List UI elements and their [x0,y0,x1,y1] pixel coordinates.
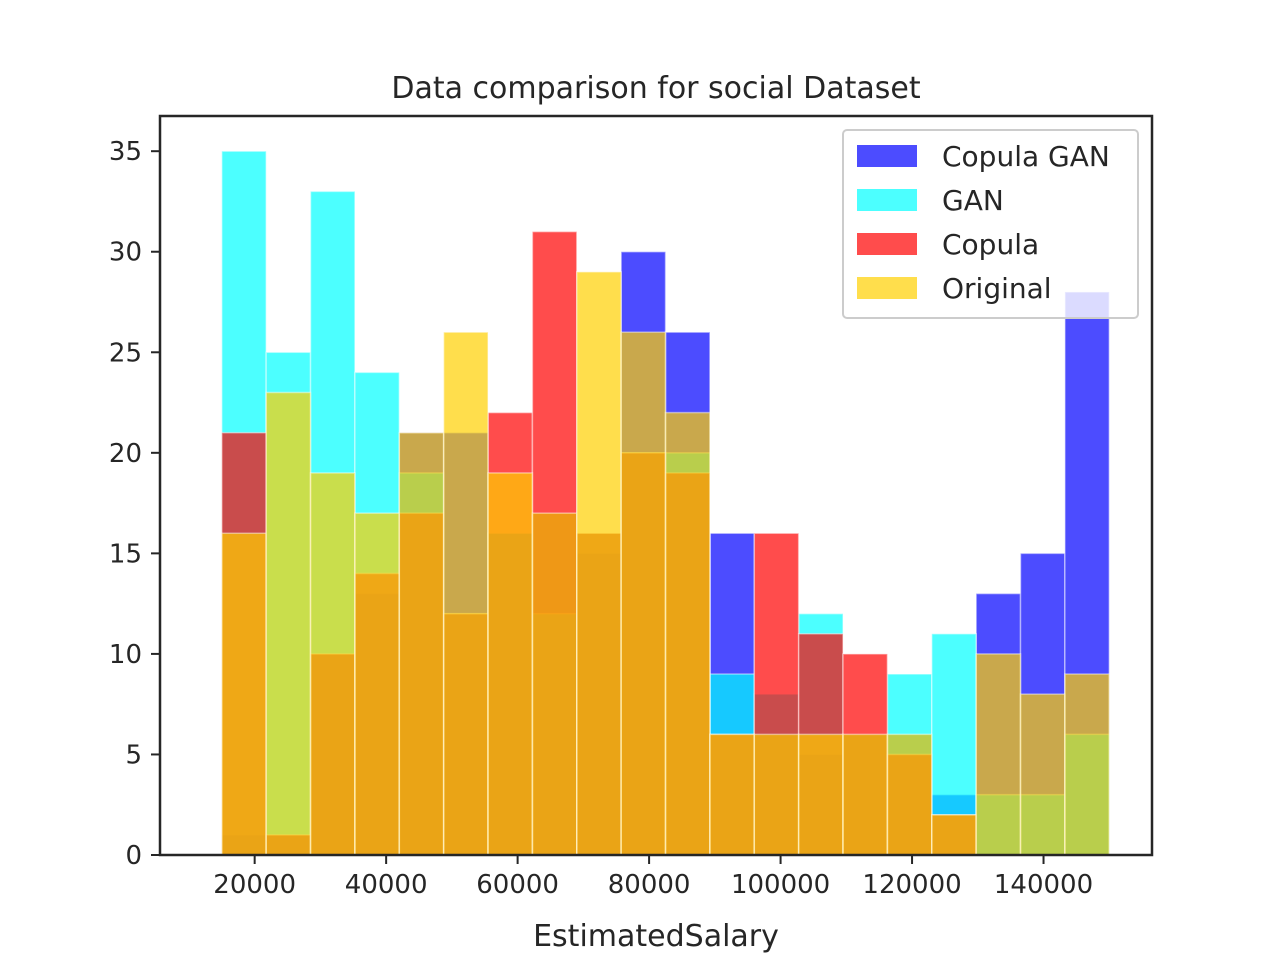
legend-swatch [857,189,917,211]
chart-title: Data comparison for social Dataset [391,71,920,106]
legend-label: Copula [942,228,1039,261]
bars-layer [221,150,1111,856]
legend-item: Original [857,272,1052,305]
bar [265,391,312,856]
plot-frame [158,114,1154,857]
x-tick-label: 40000 [345,870,428,900]
bar [620,331,667,856]
legend-label: Original [942,272,1052,305]
y-tick-label: 5 [125,740,142,770]
legend-item: GAN [857,184,1004,217]
legend-label: Copula GAN [942,140,1110,173]
x-ticks: 20000 40000 60000 80000 100000 120000 140000 [213,855,1093,900]
x-tick-label: 140000 [994,870,1093,900]
bar [1019,693,1066,856]
y-tick-label: 15 [109,539,142,569]
legend-box [842,129,1139,319]
y-ticks: 0 5 10 15 20 25 30 35 [109,137,160,871]
x-tick-label: 60000 [476,870,559,900]
y-tick-label: 10 [109,640,142,670]
bar [664,411,711,856]
bar [487,472,534,856]
bar [576,271,622,856]
bar [221,532,267,856]
legend-swatch [857,277,917,299]
bar [797,733,844,856]
legend-item: Copula [857,228,1039,261]
legend-swatch [857,145,917,167]
y-tick-label: 35 [109,137,142,167]
x-tick-label: 120000 [862,870,961,900]
bar [886,733,933,856]
series-original [221,271,1111,856]
bar [842,733,889,856]
x-tick-label: 20000 [213,870,296,900]
x-axis-label: EstimatedSalary [533,919,779,954]
legend-label: GAN [942,184,1004,217]
x-tick-label: 100000 [731,870,830,900]
bar [753,733,800,856]
bar [1064,673,1111,856]
bar [975,653,1022,856]
axes-layer [158,114,1154,857]
y-tick-label: 20 [109,439,142,469]
bar [709,733,756,856]
bar [309,472,356,856]
bar [531,512,578,856]
bar [398,431,445,856]
legend-swatch [857,233,917,255]
y-tick-label: 0 [125,841,142,871]
x-tick-label: 80000 [608,870,691,900]
bar [354,512,401,856]
bar [442,331,489,856]
bar [931,814,977,856]
legend-item: Copula GAN [857,140,1110,173]
y-tick-label: 30 [109,238,142,268]
legend: Copula GAN GAN Copula Original [842,129,1139,319]
y-tick-label: 25 [109,338,142,368]
